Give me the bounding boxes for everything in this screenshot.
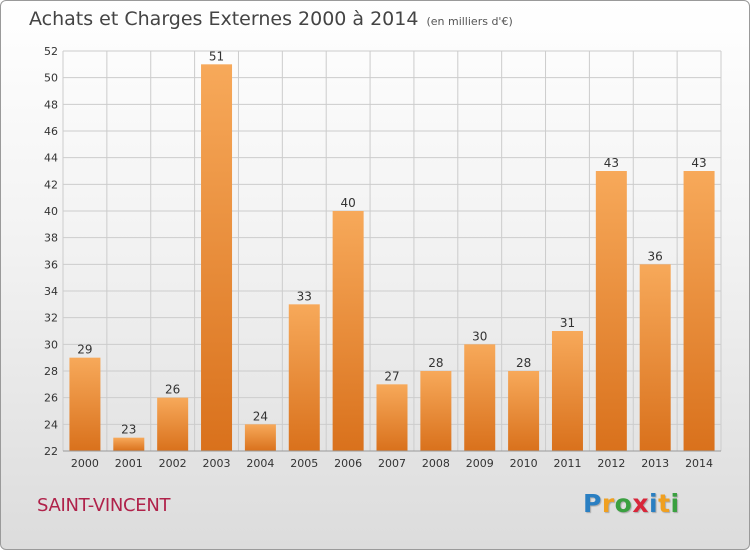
city-name: SAINT-VINCENT	[37, 495, 171, 516]
axes: 22 24 26 28 30 32 34 36 38 40 42 44 46 48 50 52 29 2000 23…	[44, 45, 721, 470]
bar	[69, 357, 101, 451]
chart-title-text: Achats et Charges Externes 2000 à 2014	[29, 8, 419, 30]
y-tick-label: 22	[44, 445, 58, 458]
bar-value-label: 51	[209, 49, 224, 63]
y-tick-label: 28	[44, 365, 58, 378]
chart-title: Achats et Charges Externes 2000 à 2014 (e…	[29, 8, 513, 30]
logo-letter: o	[614, 489, 633, 518]
bar-value-label: 36	[648, 249, 663, 263]
bar-value-label: 40	[340, 196, 355, 210]
bar	[376, 384, 408, 451]
bar	[244, 424, 276, 451]
bar-value-label: 27	[384, 369, 399, 383]
proxiti-logo: Proxiti	[583, 489, 680, 518]
x-tick-label: 2010	[510, 457, 538, 470]
x-tick-label: 2014	[685, 457, 713, 470]
x-tick-label: 2001	[115, 457, 143, 470]
y-tick-label: 46	[44, 125, 58, 138]
y-tick-label: 52	[44, 45, 58, 58]
x-tick-label: 2009	[466, 457, 494, 470]
logo-letter: i	[649, 489, 659, 518]
bar-value-label: 30	[472, 329, 487, 343]
bar	[508, 371, 540, 451]
bar	[683, 171, 715, 451]
y-tick-label: 32	[44, 312, 58, 325]
chart-subtitle: (en milliers d'€)	[426, 15, 513, 28]
y-tick-label: 24	[44, 418, 58, 431]
bar-value-label: 28	[428, 356, 443, 370]
y-tick-label: 36	[44, 258, 58, 271]
x-tick-label: 2004	[246, 457, 274, 470]
bar	[595, 171, 627, 451]
x-tick-label: 2012	[597, 457, 625, 470]
bar	[639, 264, 671, 451]
x-tick-label: 2005	[290, 457, 318, 470]
logo-letter: t	[658, 489, 671, 518]
bar	[332, 211, 364, 451]
bar-value-label: 24	[253, 409, 268, 423]
bar-value-label: 31	[560, 316, 575, 330]
bar-value-label: 23	[121, 423, 136, 437]
y-tick-label: 48	[44, 98, 58, 111]
y-tick-label: 44	[44, 152, 58, 165]
bar-value-label: 26	[165, 383, 180, 397]
bar-value-label: 28	[516, 356, 531, 370]
bar	[551, 331, 583, 451]
bar	[201, 64, 233, 452]
bar	[288, 304, 320, 451]
x-tick-label: 2013	[641, 457, 669, 470]
x-tick-label: 2007	[378, 457, 406, 470]
y-tick-label: 50	[44, 72, 58, 85]
bar-value-label: 43	[691, 156, 706, 170]
y-tick-label: 30	[44, 338, 58, 351]
logo-letter: P	[583, 489, 602, 518]
x-tick-label: 2011	[553, 457, 581, 470]
x-tick-label: 2000	[71, 457, 99, 470]
bar-value-label: 43	[604, 156, 619, 170]
y-tick-label: 42	[44, 178, 58, 191]
logo-letter: i	[670, 489, 680, 518]
bar-value-label: 33	[297, 289, 312, 303]
logo-letter: r	[601, 489, 615, 518]
bar	[420, 371, 452, 451]
y-tick-label: 34	[44, 285, 58, 298]
logo-letter: x	[632, 489, 649, 518]
x-tick-label: 2008	[422, 457, 450, 470]
y-tick-label: 26	[44, 392, 58, 405]
x-tick-label: 2003	[203, 457, 231, 470]
x-tick-label: 2002	[159, 457, 187, 470]
bar	[464, 344, 496, 451]
bar	[113, 437, 145, 451]
y-tick-label: 40	[44, 205, 58, 218]
bar	[157, 397, 189, 451]
bars	[69, 64, 715, 452]
x-tick-label: 2006	[334, 457, 362, 470]
bar-value-label: 29	[77, 343, 92, 357]
y-tick-label: 38	[44, 232, 58, 245]
